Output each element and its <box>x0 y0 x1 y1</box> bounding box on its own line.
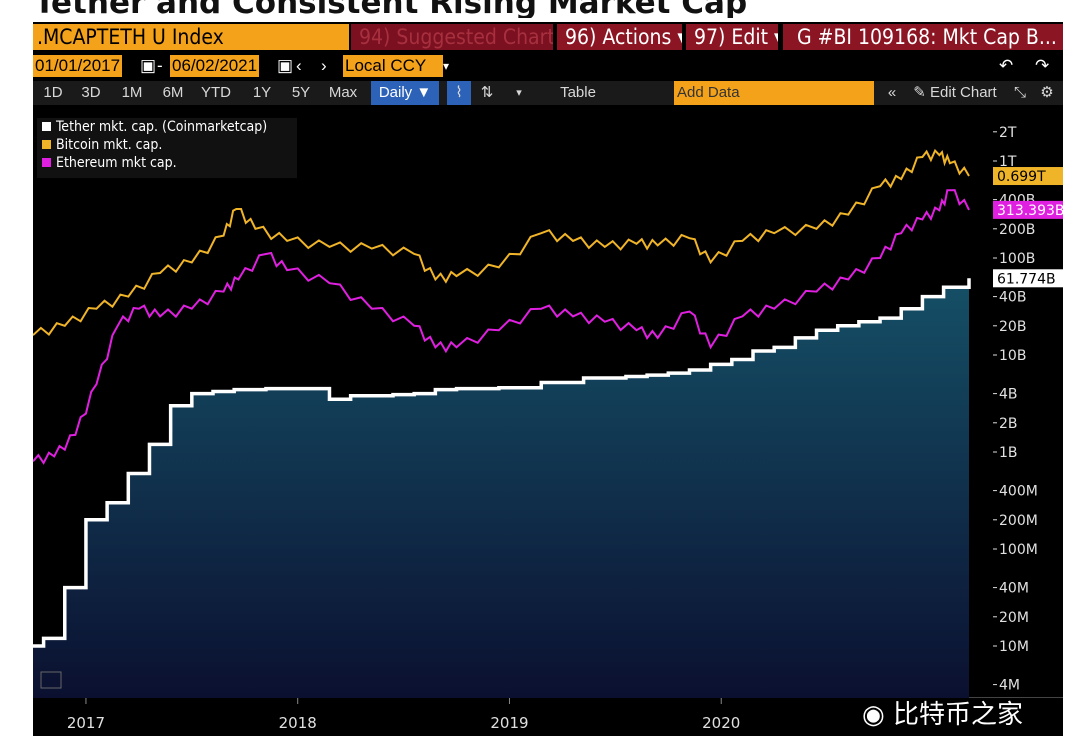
y-tick-label: 2B <box>999 416 1018 432</box>
x-tick-label: 2017 <box>67 714 105 732</box>
y-tick-label: 200M <box>999 513 1038 529</box>
last-value-label: 61.774B <box>997 271 1056 287</box>
add-data-input[interactable]: Add Data <box>674 81 874 105</box>
y-tick-label: 10M <box>999 639 1029 655</box>
tether-area <box>33 278 969 698</box>
start-date-field[interactable]: 01/01/2017 <box>33 55 123 77</box>
last-value-badge <box>993 167 1063 186</box>
index-field[interactable]: .MCAPTETH U Index <box>33 24 349 50</box>
edit-menu[interactable]: 97) Edit ▾ <box>686 24 778 50</box>
range-6m[interactable]: 6M <box>162 84 184 101</box>
range-1y[interactable]: 1Y <box>252 84 272 101</box>
last-value-badge <box>993 269 1063 288</box>
y-tick-label: 2T <box>999 125 1017 141</box>
legend-item: Tether mkt. cap. (Coinmarketcap) <box>37 118 297 136</box>
end-date-field[interactable]: 06/02/2021 <box>170 55 260 77</box>
undo-icon[interactable]: ↶ <box>999 56 1014 75</box>
frequency-select[interactable]: Daily ▼ <box>371 81 439 105</box>
edit-chart-button[interactable]: ✎ Edit Chart <box>913 84 997 101</box>
y-tick-label: 200B <box>999 222 1035 238</box>
last-value-label: 0.699T <box>997 169 1046 185</box>
draw-icon[interactable]: ⤡ <box>1013 84 1026 101</box>
chart-id-label: G #BI 109168: Mkt Cap B... <box>783 24 1063 50</box>
legend-item: Bitcoin mkt. cap. <box>37 136 297 154</box>
x-axis-panel <box>33 698 1063 736</box>
suggested-charts-button[interactable]: 94) Suggested Charts <box>351 24 553 50</box>
chart-legend: Tether mkt. cap. (Coinmarketcap) Bitcoin… <box>37 118 297 178</box>
y-tick-label: 10B <box>999 348 1026 364</box>
command-bar: .MCAPTETH U Index 94) Suggested Charts 9… <box>33 22 1063 52</box>
legend-label: Ethereum mkt cap. <box>56 155 177 171</box>
x-tick-label: 2018 <box>279 714 317 732</box>
y-tick-label: 40M <box>999 581 1029 597</box>
legend-swatch <box>42 122 51 131</box>
wechat-icon: ◉ <box>862 700 885 730</box>
gear-icon[interactable]: ⚙ <box>1040 84 1054 101</box>
y-tick-label: 1B <box>999 445 1018 461</box>
legend-swatch <box>42 140 51 149</box>
range-1m[interactable]: 1M <box>121 84 143 101</box>
legend-item: Ethereum mkt cap. <box>37 154 297 172</box>
x-tick-label: 2020 <box>702 714 740 732</box>
currency-select[interactable]: Local CCY <box>343 55 443 77</box>
bar-style-icon[interactable]: ⇅ <box>480 84 494 101</box>
chevron-left-icon[interactable]: ‹ <box>296 56 302 75</box>
y-tick-label: 4M <box>999 678 1020 694</box>
y-tick-label: 100M <box>999 542 1038 558</box>
chart-area: 2T1T400B200B100B40B20B10B4B2B1B400M200M1… <box>33 105 1063 736</box>
legend-swatch <box>42 158 51 167</box>
style-dropdown-icon[interactable]: ▾ <box>516 87 522 99</box>
y-tick-label: 100B <box>999 251 1035 267</box>
x-tick-label: 2019 <box>490 714 528 732</box>
range-toolbar: 1D 3D 1M 6M YTD 1Y 5Y Max Daily ▼ ⌇ ⇅ ▾ … <box>33 81 1063 105</box>
y-tick-label: 400M <box>999 484 1038 500</box>
y-tick-label: 20M <box>999 610 1029 626</box>
tether-line <box>33 278 971 648</box>
range-3d[interactable]: 3D <box>81 84 101 101</box>
start-calendar-icon[interactable]: ▣ <box>140 56 157 75</box>
y-tick-label: 20B <box>999 319 1026 335</box>
range-max[interactable]: Max <box>328 84 358 101</box>
last-value-label: 313.393B <box>997 203 1063 219</box>
y-tick-label: 40B <box>999 290 1026 306</box>
edit-chart-label: Edit Chart <box>930 84 997 101</box>
mini-chart-icon <box>40 671 62 689</box>
y-tick-label: 4B <box>999 387 1018 403</box>
chevron-right-icon[interactable]: › <box>321 56 327 75</box>
legend-label: Bitcoin mkt. cap. <box>56 137 163 153</box>
end-calendar-icon[interactable]: ▣ <box>277 56 294 75</box>
collapse-icon[interactable]: « <box>887 84 897 101</box>
bitcoin-line <box>33 148 970 336</box>
date-separator: - <box>157 56 163 75</box>
range-ytd[interactable]: YTD <box>201 84 231 101</box>
watermark-text: 比特币之家 <box>892 700 1023 730</box>
line-chart-icon[interactable]: ⌇ <box>447 81 471 105</box>
currency-dropdown-icon[interactable]: ▾ <box>443 59 450 73</box>
ethereum-line <box>33 189 970 465</box>
page-title: Tether and Consistent Rising Market Cap <box>34 0 748 18</box>
watermark: ◉ 比特币之家 <box>862 700 1023 730</box>
date-range-bar: 01/01/2017 ▣ - 06/02/2021 ▣ ‹ › Local CC… <box>33 55 1063 77</box>
range-5y[interactable]: 5Y <box>291 84 311 101</box>
redo-icon[interactable]: ↷ <box>1035 56 1050 75</box>
y-tick-label: 1T <box>999 154 1017 170</box>
actions-menu[interactable]: 96) Actions ▾ <box>557 24 682 50</box>
last-value-badge <box>993 200 1063 219</box>
legend-label: Tether mkt. cap. (Coinmarketcap) <box>56 119 268 135</box>
bloomberg-terminal: .MCAPTETH U Index 94) Suggested Charts 9… <box>33 22 1063 736</box>
table-button[interactable]: Table <box>560 84 596 101</box>
range-1d[interactable]: 1D <box>43 84 63 101</box>
